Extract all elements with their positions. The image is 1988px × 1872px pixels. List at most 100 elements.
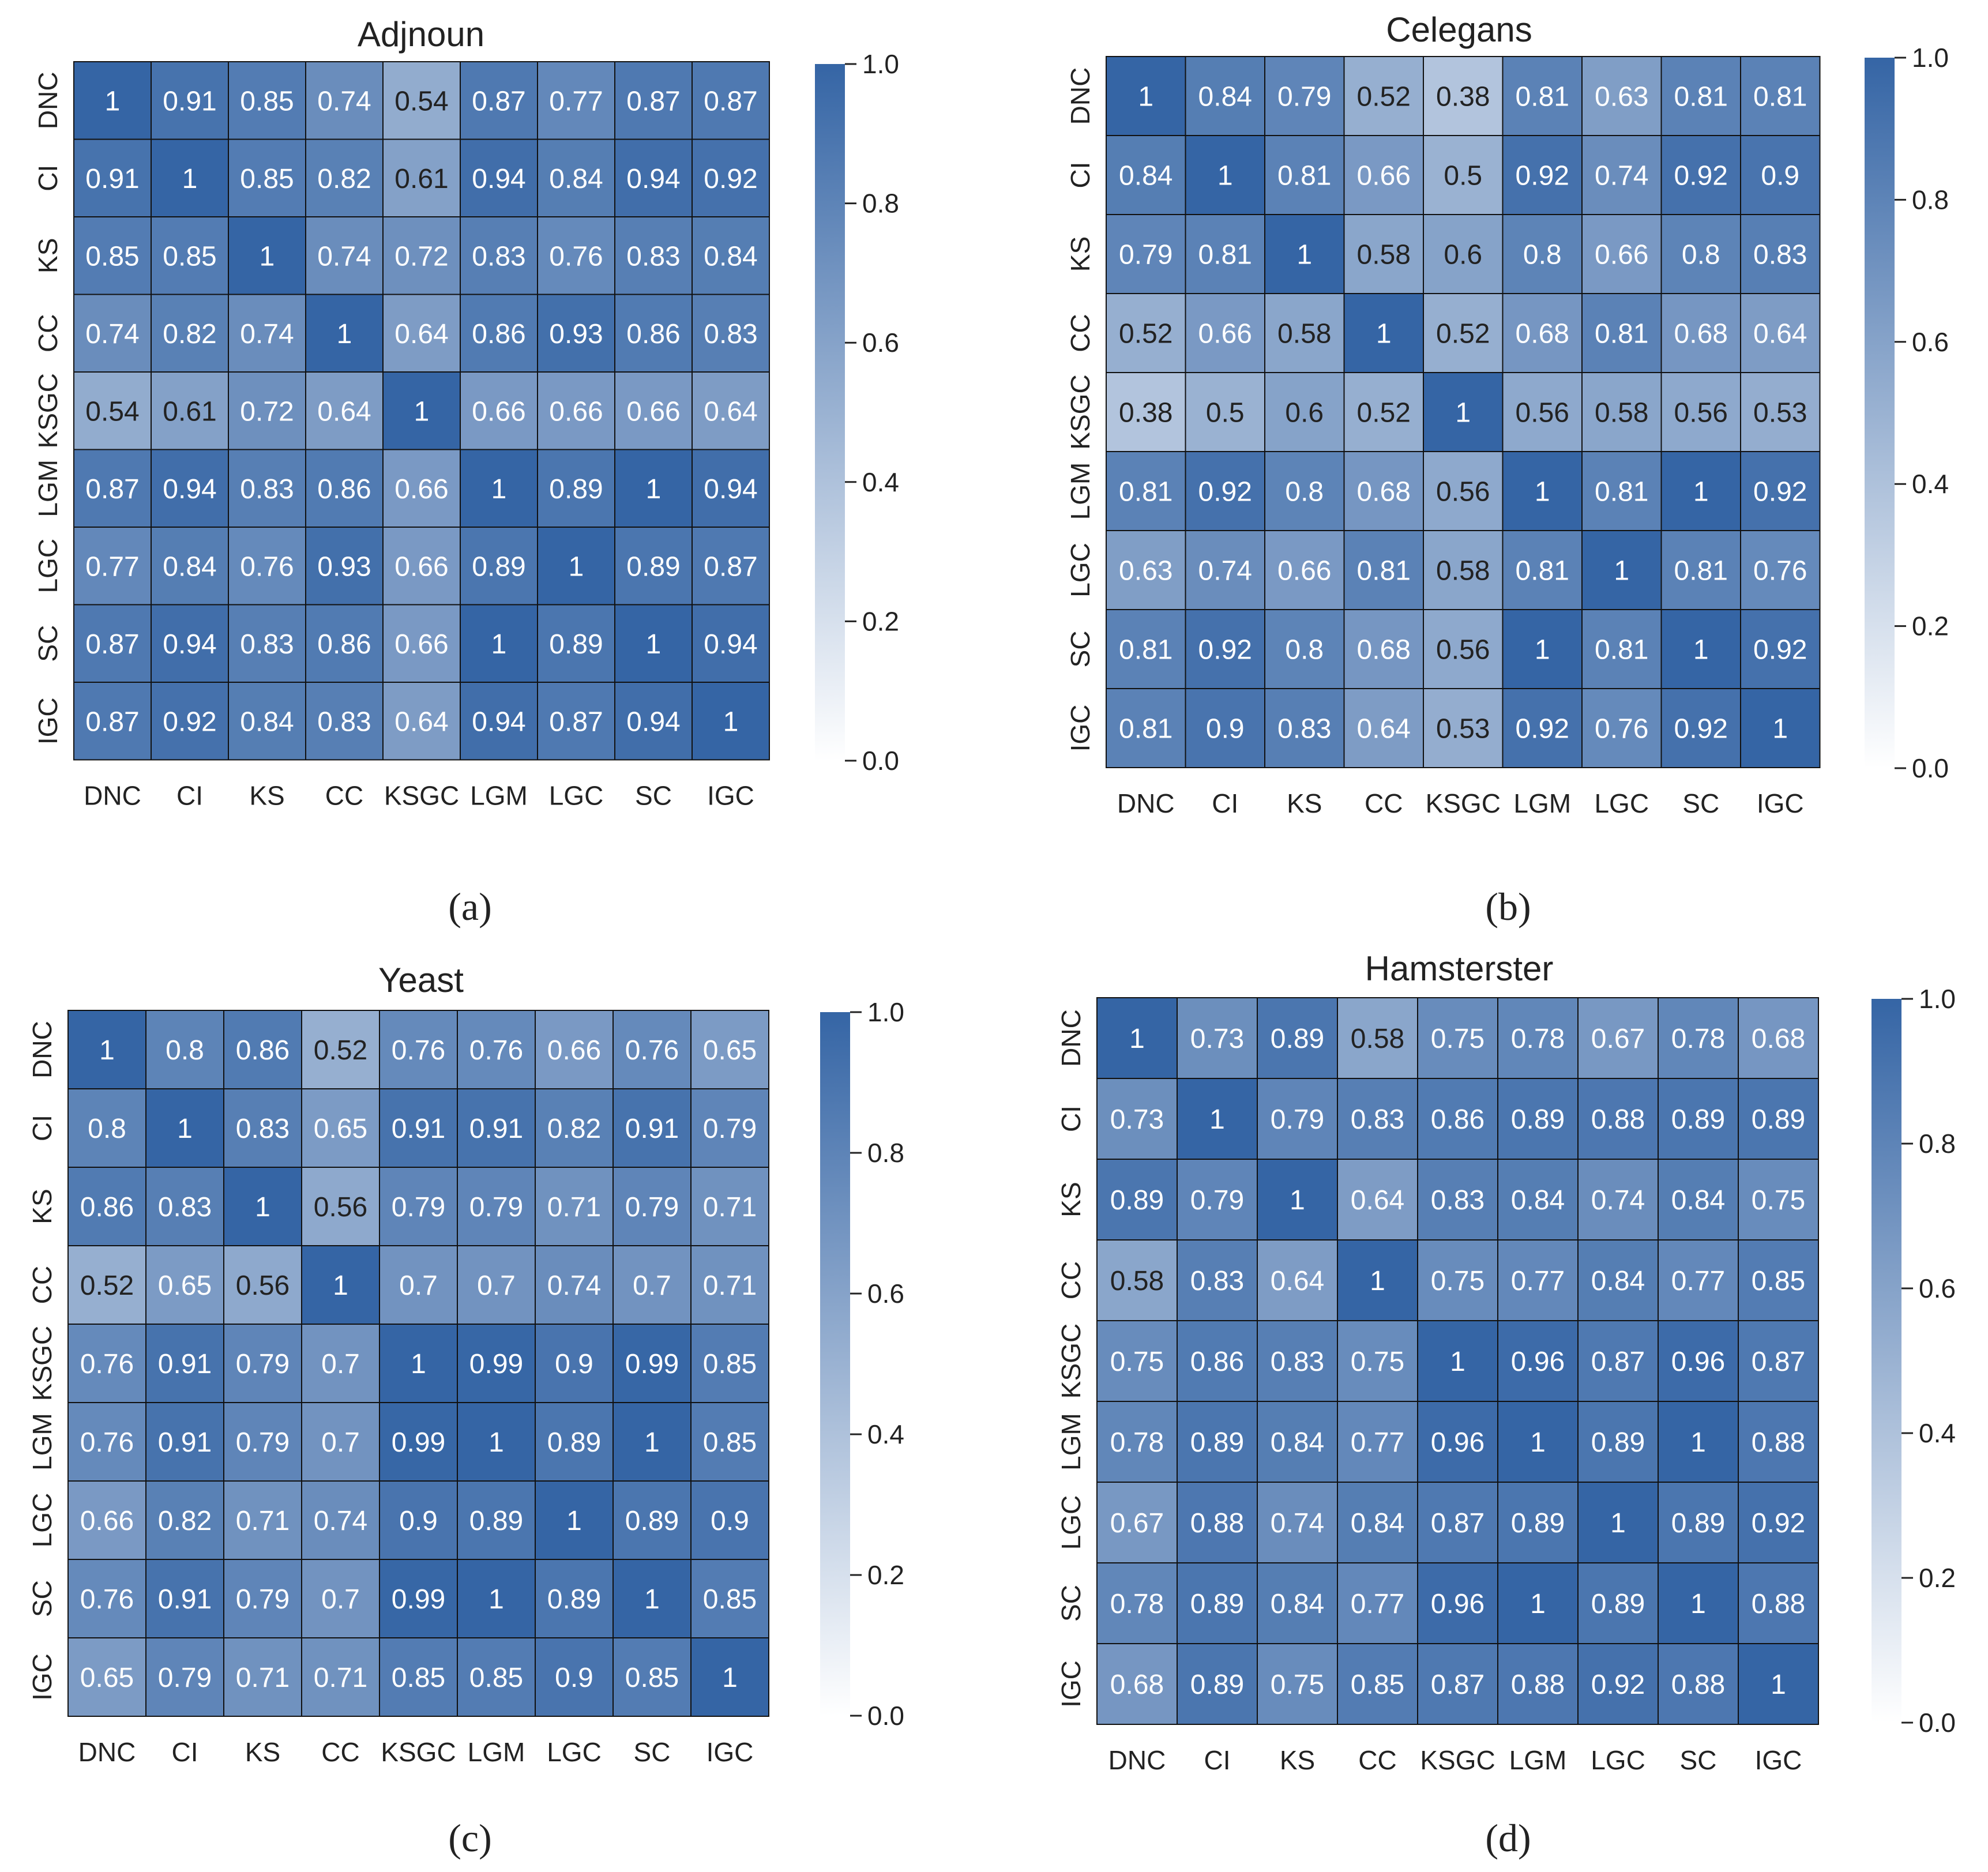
heatmap-cell <box>1738 997 1819 1079</box>
cell-value-label: 0.96 <box>1511 1347 1565 1377</box>
heatmap-cell <box>1096 1643 1178 1725</box>
cell-value-label: 0.58 <box>1351 1024 1404 1054</box>
heatmap-cell <box>1185 372 1265 452</box>
heatmap-cell <box>537 527 615 606</box>
cell-value-label: 0.85 <box>240 86 294 116</box>
cell-value-label: 0.89 <box>1190 1589 1244 1619</box>
colorbar-tick-label: 0.0 <box>1912 753 1949 783</box>
cell-value-label: 0.52 <box>1119 319 1172 349</box>
cell-value-label: 0.85 <box>703 1349 757 1379</box>
heatmap-cell <box>692 449 770 528</box>
cell-value-label: 0.79 <box>392 1192 445 1223</box>
heatmap-cell <box>1417 1482 1498 1563</box>
heatmap-cell <box>228 138 306 217</box>
x-tick-label: CC <box>321 1737 359 1767</box>
heatmap-cell <box>228 216 306 295</box>
cell-value-label: 1 <box>491 629 507 660</box>
cell-value-label: 1 <box>337 319 352 349</box>
heatmap-cell <box>457 1637 536 1717</box>
heatmap-cell <box>1257 1320 1338 1402</box>
cell-value-label: 0.79 <box>1277 82 1331 112</box>
x-tick-label: IGC <box>1757 788 1804 818</box>
cell-value-label: 0.94 <box>704 474 757 505</box>
heatmap-grid: 1 0.84 0.79 0.52 0.38 0.81 0.63 0.81 0.810.84 1 0.… <box>1106 56 1821 768</box>
heatmap-cell <box>305 61 384 140</box>
colorbar-tick-label: 0.2 <box>862 606 899 636</box>
cell-value-label: 0.77 <box>549 86 603 116</box>
cell-value-label: 0.89 <box>626 551 680 582</box>
cell-value-label: 0.81 <box>1595 319 1648 349</box>
heatmap-cell <box>1581 609 1662 689</box>
cell-value-label: 1 <box>646 629 662 660</box>
x-tick-label: KSGC <box>384 781 459 811</box>
colorbar-gradient <box>1871 999 1901 1723</box>
heatmap-cell <box>537 138 615 217</box>
heatmap-cell <box>1738 1482 1819 1563</box>
cell-value-label: 0.52 <box>314 1035 367 1066</box>
y-tick-label: CI <box>1065 162 1095 189</box>
heatmap-cell <box>460 682 538 761</box>
heatmap-cell <box>67 1010 146 1089</box>
heatmap-cell <box>305 604 384 683</box>
colorbar-tick-label: 0.6 <box>867 1279 904 1309</box>
cell-value-label: 0.83 <box>1271 1347 1324 1377</box>
cell-value-label: 0.79 <box>236 1584 290 1615</box>
cell-value-label: 0.92 <box>1198 635 1252 666</box>
cell-value-label: 0.65 <box>80 1663 134 1693</box>
heatmap-cell <box>535 1559 614 1638</box>
heatmap-cell <box>1577 1401 1659 1483</box>
x-tick-label: CC <box>1358 1745 1396 1775</box>
cell-value-label: 1 <box>1772 714 1788 745</box>
cell-value-label: 0.81 <box>1198 240 1252 270</box>
heatmap-cell <box>612 1402 692 1482</box>
cell-value-label: 1 <box>1296 240 1312 270</box>
cell-value-label: 0.84 <box>1671 1185 1725 1216</box>
y-tick-label: CI <box>27 1115 57 1141</box>
heatmap-cell <box>1417 1078 1498 1160</box>
cell-value-label: 0.56 <box>236 1270 290 1301</box>
cell-value-label: 0.78 <box>1671 1024 1725 1054</box>
heatmap-cell <box>690 1088 769 1168</box>
heatmap-cell <box>1257 1401 1338 1483</box>
heatmap-cell <box>537 371 615 450</box>
cell-value-label: 1 <box>646 474 662 505</box>
heatmap-cell <box>1343 451 1424 531</box>
cell-value-label: 0.63 <box>1595 82 1648 112</box>
y-tick-label: DNC <box>33 72 63 129</box>
heatmap-cell <box>223 1167 302 1246</box>
cell-value-label: 0.7 <box>321 1427 360 1458</box>
cell-value-label: 0.88 <box>1190 1508 1244 1539</box>
heatmap-cell <box>223 1010 302 1089</box>
heatmap-cell <box>1660 609 1741 689</box>
colorbar-tick-label: 1.0 <box>867 997 904 1027</box>
cell-value-label: 0.64 <box>394 319 448 349</box>
cell-value-label: 1 <box>1693 635 1709 666</box>
cell-value-label: 0.7 <box>321 1349 360 1379</box>
cell-value-label: 0.89 <box>1671 1104 1725 1135</box>
cell-value-label: 1 <box>1455 398 1471 428</box>
cell-value-label: 0.81 <box>1516 82 1569 112</box>
y-tick-label: DNC <box>27 1021 57 1078</box>
heatmap-grid: 1 0.8 0.86 0.52 0.76 0.76 0.66 0.76 0.65 0.8 1 0.83… <box>67 1010 769 1717</box>
cell-value-label: 0.52 <box>1357 398 1411 428</box>
heatmap-cell <box>1417 1401 1498 1483</box>
cell-value-label: 0.56 <box>1436 477 1490 508</box>
cell-value-label: 0.66 <box>394 551 448 582</box>
chart-title: Celegans <box>1386 10 1532 49</box>
cell-value-label: 0.76 <box>1753 556 1807 587</box>
cell-value-label: 1 <box>255 1192 270 1223</box>
heatmap-cell <box>1096 1159 1178 1241</box>
panel-adjnoun: Adjnoun 1 0.91 0.85 0.74 0.54 0.87 0.77 0.87 0.8… <box>33 15 899 929</box>
x-tick-label: SC <box>635 781 672 811</box>
y-tick-label: CI <box>33 165 63 191</box>
heatmap-cell <box>1185 293 1265 373</box>
cell-value-label: 0.92 <box>1591 1670 1645 1700</box>
cell-value-label: 0.89 <box>472 551 525 582</box>
heatmap-cell <box>145 1167 224 1246</box>
heatmap-cell <box>1337 1320 1418 1402</box>
heatmap-cell <box>1106 609 1186 689</box>
cell-value-label: 0.82 <box>163 319 216 349</box>
heatmap-cell <box>612 1637 692 1717</box>
cell-value-label: 0.75 <box>1431 1024 1485 1054</box>
